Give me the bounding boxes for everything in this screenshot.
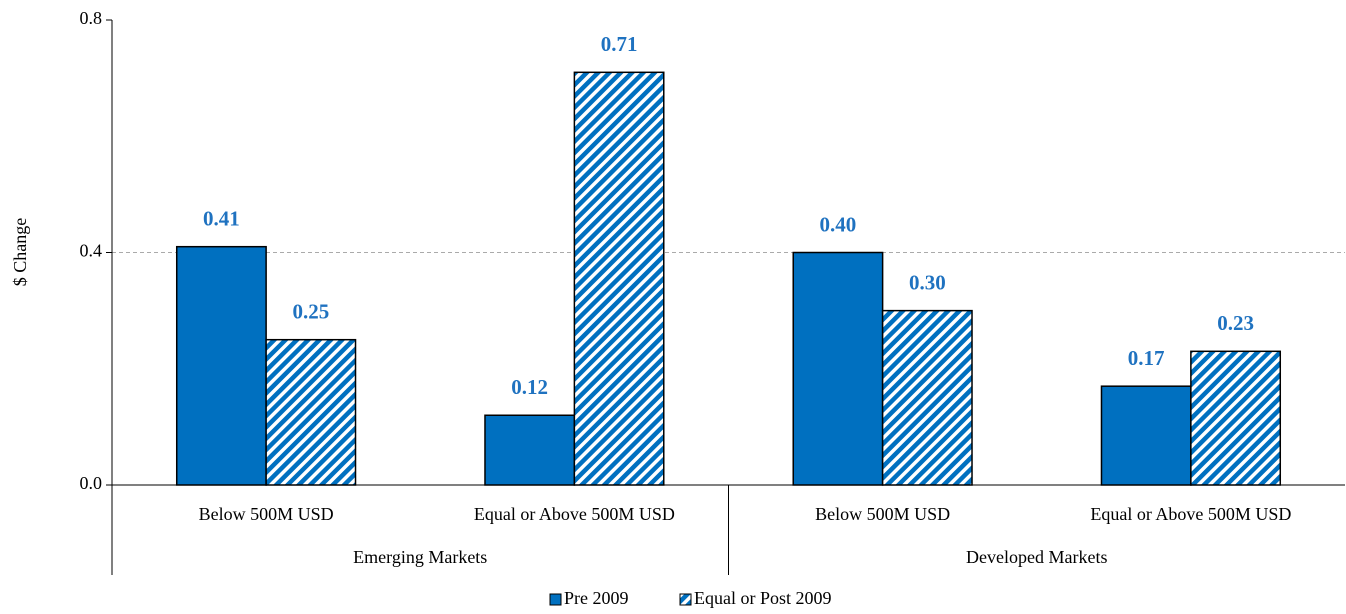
value-label: 0.12 — [511, 375, 548, 399]
value-label: 0.25 — [292, 300, 329, 324]
bar — [573, 71, 665, 486]
x-tick-label: Below 500M USD — [199, 504, 334, 524]
bar — [484, 414, 576, 486]
legend-swatch — [549, 593, 562, 606]
legend-label: Pre 2009 — [564, 588, 629, 608]
value-label: 0.17 — [1128, 346, 1165, 370]
value-label: 0.71 — [601, 32, 638, 56]
bar — [1100, 385, 1192, 486]
value-label: 0.30 — [909, 270, 946, 294]
y-tick-label: 0.4 — [80, 241, 103, 261]
y-tick-label: 0.0 — [80, 473, 103, 493]
bar — [881, 309, 973, 486]
bar — [792, 251, 884, 486]
legend-swatch — [679, 593, 692, 606]
value-label: 0.41 — [203, 207, 240, 231]
legend-label: Equal or Post 2009 — [694, 588, 832, 608]
x-tick-label: Equal or Above 500M USD — [474, 504, 675, 524]
bar — [1190, 350, 1282, 486]
value-label: 0.23 — [1217, 311, 1254, 335]
x-tick-label: Below 500M USD — [815, 504, 950, 524]
x-tick-label: Equal or Above 500M USD — [1090, 504, 1291, 524]
y-axis-label: $ Change — [10, 218, 30, 286]
group-label: Emerging Markets — [353, 547, 487, 567]
group-label: Developed Markets — [966, 547, 1107, 567]
y-tick-label: 0.8 — [80, 8, 103, 28]
value-label: 0.40 — [820, 212, 857, 236]
bar — [175, 245, 267, 486]
bar — [265, 338, 357, 486]
